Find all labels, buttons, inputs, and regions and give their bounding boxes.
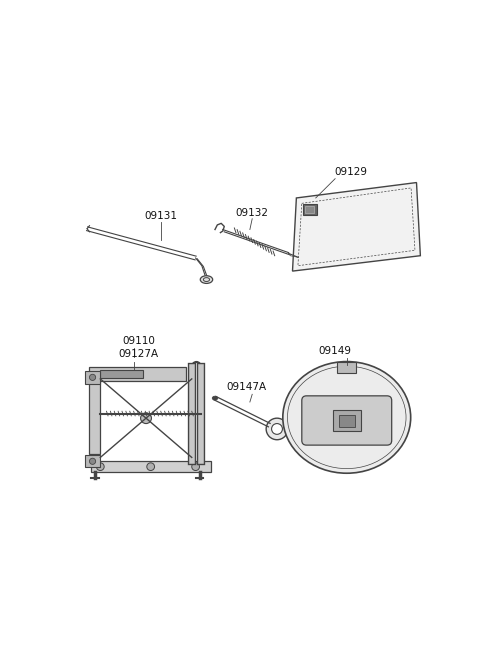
Circle shape [96, 463, 104, 470]
Text: 09147A: 09147A [226, 383, 266, 392]
Text: 09149: 09149 [319, 346, 352, 356]
FancyBboxPatch shape [302, 396, 392, 445]
Circle shape [147, 463, 155, 470]
Text: 09131: 09131 [144, 211, 177, 221]
Circle shape [272, 424, 282, 434]
Ellipse shape [200, 276, 213, 284]
Bar [85, 455, 100, 468]
Bar [302, 204, 316, 215]
Bar [305, 206, 314, 213]
Bar [91, 461, 211, 472]
Text: 09127A: 09127A [118, 349, 158, 360]
Circle shape [89, 374, 96, 381]
Bar [337, 362, 356, 373]
Circle shape [141, 413, 152, 424]
Ellipse shape [212, 396, 218, 400]
Circle shape [192, 463, 200, 470]
Bar [333, 409, 360, 431]
Bar [100, 369, 143, 378]
Circle shape [89, 458, 96, 464]
Ellipse shape [283, 362, 411, 473]
Text: 09129: 09129 [334, 167, 367, 177]
Bar [89, 371, 100, 454]
Bar [339, 415, 355, 428]
Bar [85, 371, 100, 384]
Text: 09132: 09132 [236, 208, 269, 217]
Circle shape [266, 418, 288, 440]
Polygon shape [292, 183, 420, 271]
Text: 09110: 09110 [122, 336, 155, 346]
Bar [89, 367, 186, 381]
